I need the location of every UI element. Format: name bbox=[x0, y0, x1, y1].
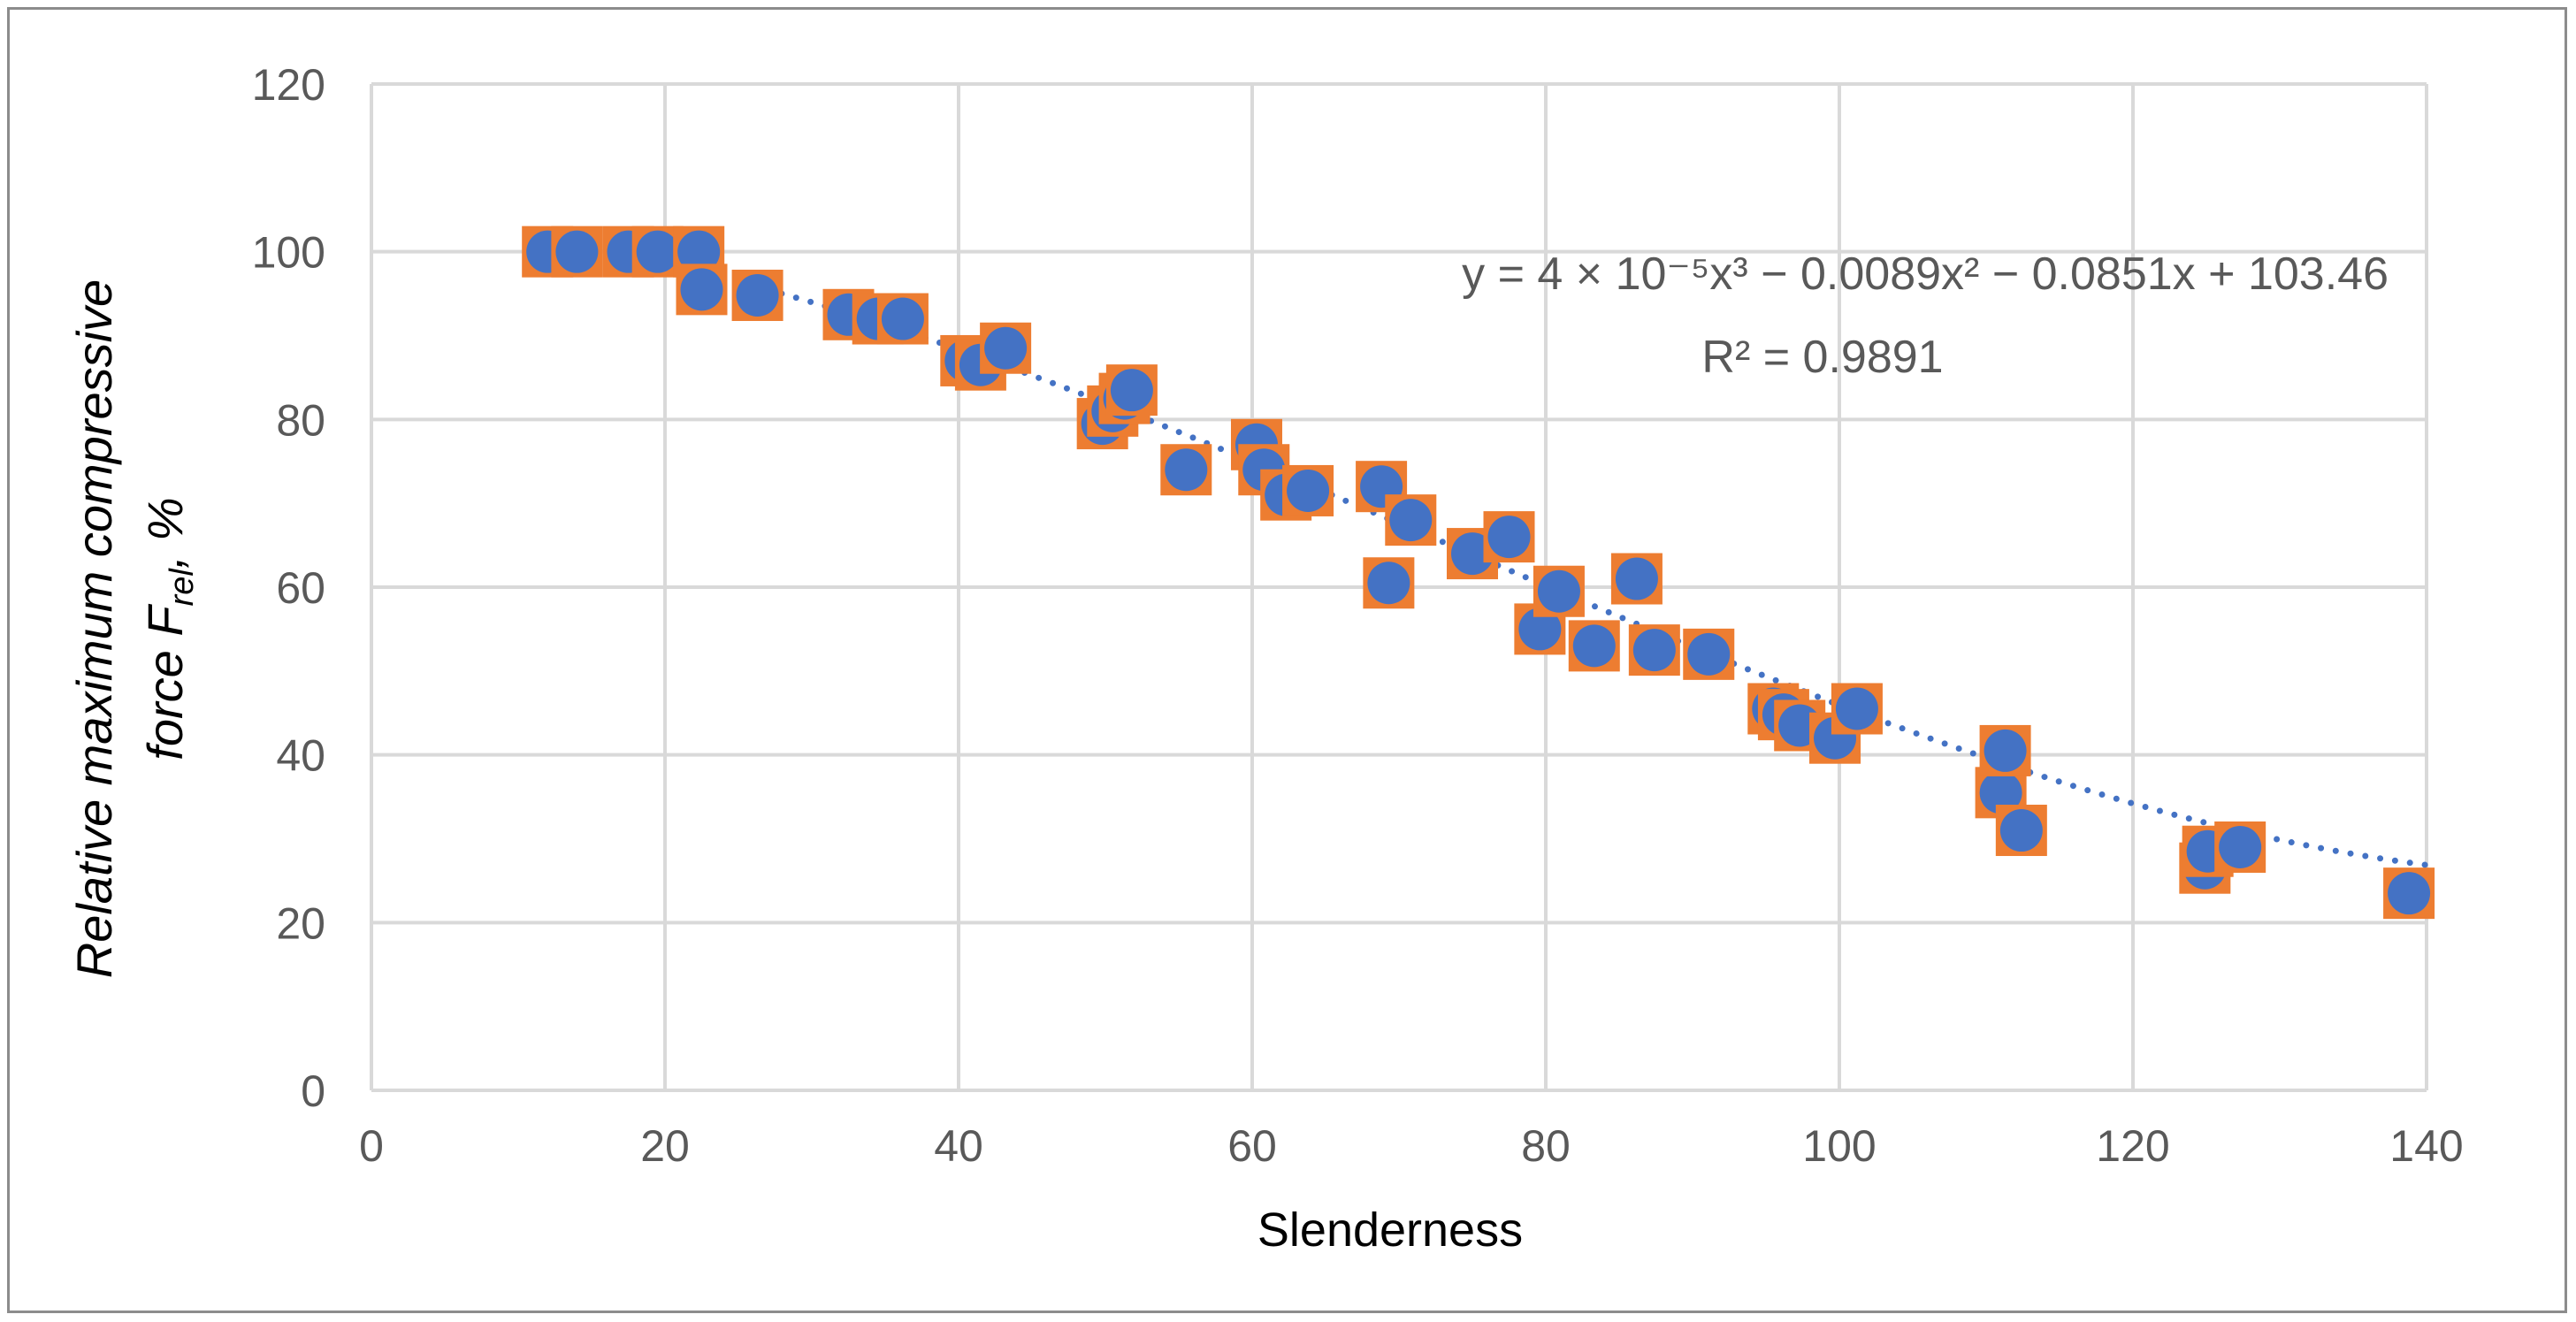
trendline-r2: R² = 0.9891 bbox=[1701, 332, 1943, 383]
marker-circle bbox=[680, 268, 723, 311]
gridlines bbox=[370, 82, 2428, 1092]
x-tick-label-7: 140 bbox=[2389, 1121, 2463, 1171]
data-point-28 bbox=[1533, 565, 1585, 617]
marker-circle bbox=[1632, 629, 1676, 672]
marker-circle bbox=[1165, 448, 1208, 492]
data-point-43 bbox=[2214, 821, 2266, 873]
data-point-6 bbox=[731, 269, 784, 321]
tick-labels: 0 20 40 60 80 100 120 140 0 20 40 60 80 100 120 bbox=[252, 60, 2464, 1171]
data-point-23 bbox=[1363, 557, 1415, 609]
x-tick-label-4: 80 bbox=[1521, 1121, 1571, 1171]
marker-circle bbox=[555, 230, 599, 273]
data-point-30 bbox=[1610, 553, 1663, 605]
marker-circle bbox=[1487, 516, 1531, 559]
x-tick-label-3: 60 bbox=[1227, 1121, 1277, 1171]
y-tick-label-0: 0 bbox=[301, 1066, 325, 1116]
marker-circle bbox=[1979, 771, 2022, 814]
x-tick-label-6: 120 bbox=[2096, 1121, 2169, 1171]
marker-circle bbox=[984, 326, 1028, 370]
marker-circle bbox=[1687, 632, 1731, 676]
y-tick-label-3: 60 bbox=[276, 563, 325, 613]
marker-circle bbox=[1999, 809, 2043, 852]
data-point-17 bbox=[1160, 444, 1212, 496]
y-axis-title-prefix: force F bbox=[137, 604, 193, 760]
x-tick-label-5: 100 bbox=[1802, 1121, 1876, 1171]
y-tick-label-4: 80 bbox=[276, 395, 325, 445]
data-point-12 bbox=[980, 322, 1032, 374]
marker-circle bbox=[1451, 532, 1494, 576]
data-point-21 bbox=[1282, 464, 1334, 516]
x-axis-title: Slenderness bbox=[1257, 1204, 1523, 1257]
x-tick-label-0: 0 bbox=[359, 1121, 384, 1171]
marker-circle bbox=[1572, 624, 1616, 668]
data-point-29 bbox=[1568, 620, 1620, 672]
y-axis-title-line2: force Frel, % bbox=[137, 497, 201, 760]
y-tick-label-1: 20 bbox=[276, 898, 325, 948]
data-points bbox=[522, 225, 2435, 920]
data-point-44 bbox=[2383, 867, 2435, 920]
marker-circle bbox=[1984, 729, 2027, 772]
data-point-16 bbox=[1105, 364, 1158, 416]
chart-frame: 0 20 40 60 80 100 120 140 0 20 40 60 80 100 120 y = 4 … bbox=[7, 7, 2567, 1313]
data-point-31 bbox=[1628, 624, 1680, 676]
data-point-1 bbox=[551, 225, 603, 278]
marker-circle bbox=[1367, 562, 1410, 605]
data-point-5 bbox=[676, 264, 728, 316]
marker-circle bbox=[1389, 499, 1433, 542]
marker-circle bbox=[881, 297, 924, 340]
trendline-equation: y = 4 × 10⁻⁵x³ − 0.0089x² − 0.0851x + 10… bbox=[1462, 248, 2389, 300]
y-axis-title-line1: Relative maximum compressive bbox=[66, 279, 122, 978]
marker-circle bbox=[1615, 557, 1658, 600]
data-point-39 bbox=[1979, 724, 2031, 776]
y-tick-label-5: 100 bbox=[252, 228, 325, 278]
marker-circle bbox=[1537, 569, 1580, 613]
y-axis-title-suffix: , % bbox=[137, 497, 193, 569]
y-tick-label-6: 120 bbox=[252, 60, 325, 110]
x-tick-label-2: 40 bbox=[934, 1121, 983, 1171]
marker-circle bbox=[1518, 608, 1562, 651]
data-point-9 bbox=[876, 293, 929, 345]
marker-circle bbox=[2219, 825, 2262, 868]
x-tick-label-1: 20 bbox=[640, 1121, 690, 1171]
marker-circle bbox=[2388, 872, 2431, 915]
data-point-32 bbox=[1683, 628, 1735, 680]
marker-circle bbox=[1110, 369, 1153, 412]
marker-circle bbox=[1287, 469, 1330, 512]
marker-circle bbox=[636, 230, 679, 273]
y-tick-label-2: 40 bbox=[276, 731, 325, 781]
marker-circle bbox=[677, 230, 721, 273]
data-point-26 bbox=[1483, 511, 1535, 563]
data-point-37 bbox=[1831, 683, 1883, 735]
y-axis-title-subscript: rel bbox=[164, 568, 201, 607]
trendline-annotation: y = 4 × 10⁻⁵x³ − 0.0089x² − 0.0851x + 10… bbox=[1462, 248, 2389, 383]
marker-circle bbox=[736, 273, 779, 317]
marker-circle bbox=[1835, 687, 1878, 730]
y-axis-title: Relative maximum compressive force Frel,… bbox=[66, 279, 201, 978]
chart-svg: 0 20 40 60 80 100 120 140 0 20 40 60 80 100 120 y = 4 … bbox=[66, 60, 2464, 1257]
data-point-24 bbox=[1385, 494, 1437, 546]
data-point-40 bbox=[1995, 805, 2047, 857]
